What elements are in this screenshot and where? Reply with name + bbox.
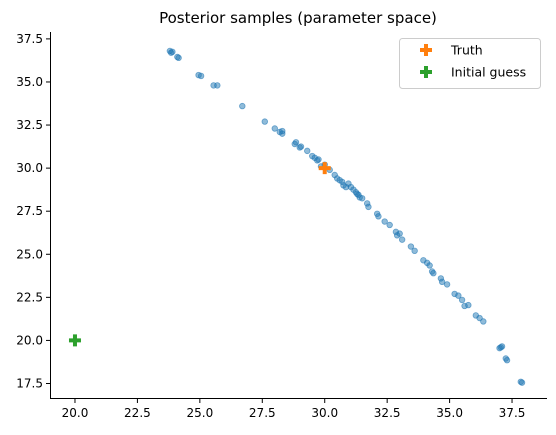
- x-tick-label: 32.5: [374, 406, 401, 420]
- x-tick-label: 35.0: [436, 406, 463, 420]
- legend: Truth Initial guess: [399, 38, 541, 89]
- y-tick-label: 17.5: [16, 376, 43, 390]
- data-point: [407, 243, 415, 250]
- data-point: [239, 102, 246, 110]
- data-point: [386, 221, 393, 229]
- y-tick-label: 22.5: [16, 290, 43, 304]
- data-point: [430, 270, 437, 277]
- x-tick-label: 30.0: [311, 406, 338, 420]
- y-tick-label: 35.0: [16, 75, 43, 89]
- data-point: [169, 48, 176, 56]
- y-tick-label: 30.0: [16, 161, 43, 175]
- data-point: [358, 195, 366, 202]
- legend-initial-guess-label: Initial guess: [451, 65, 526, 80]
- data-point: [443, 281, 451, 288]
- data-point: [411, 247, 418, 255]
- data-point: [458, 296, 466, 304]
- legend-truth-label: Truth: [450, 43, 483, 58]
- data-point: [518, 379, 526, 386]
- x-tick-label: 37.5: [499, 406, 526, 420]
- data-point: [375, 213, 382, 220]
- data-point: [365, 203, 372, 211]
- y-tick-label: 32.5: [16, 118, 43, 132]
- data-point: [214, 82, 221, 89]
- y-tick-label: 27.5: [16, 204, 43, 218]
- y-tick-label: 20.0: [16, 333, 43, 347]
- legend-truth-marker: [420, 44, 432, 56]
- data-point: [396, 230, 403, 237]
- data-point: [455, 292, 462, 299]
- data-point: [297, 143, 305, 150]
- legend-initial-guess-marker: [420, 66, 432, 78]
- data-point: [175, 54, 182, 62]
- truth-marker: [318, 162, 331, 175]
- x-tick-label: 20.0: [62, 406, 89, 420]
- data-point: [315, 156, 322, 163]
- data-point: [279, 127, 286, 135]
- data-point: [398, 236, 406, 243]
- y-tick-label: 37.5: [16, 32, 43, 46]
- chart-title: Posterior samples (parameter space): [159, 9, 437, 27]
- data-point: [503, 357, 511, 364]
- data-point: [271, 125, 278, 132]
- data-point: [261, 118, 268, 125]
- data-point: [480, 318, 487, 325]
- x-tick-label: 25.0: [186, 406, 213, 420]
- data-point: [381, 218, 388, 225]
- x-tick-label: 27.5: [249, 406, 276, 420]
- legend-box: [399, 38, 541, 89]
- y-tick-label: 25.0: [16, 247, 43, 261]
- data-point: [498, 343, 506, 350]
- data-point: [465, 301, 472, 309]
- data-point: [197, 72, 205, 80]
- data-point: [426, 262, 433, 269]
- data-point: [292, 139, 300, 146]
- initial-guess-marker: [68, 334, 81, 347]
- data-point: [438, 278, 446, 286]
- data-point: [304, 147, 311, 155]
- x-tick-label: 22.5: [124, 406, 151, 420]
